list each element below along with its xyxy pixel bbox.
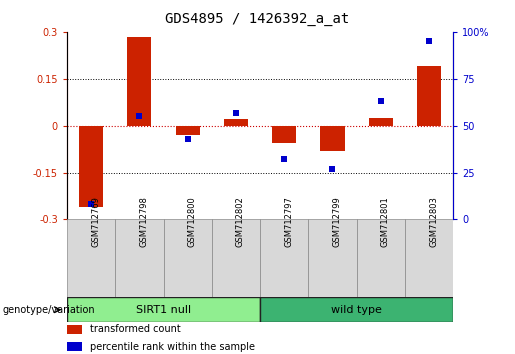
Bar [405, 219, 453, 297]
Text: transformed count: transformed count [90, 325, 181, 335]
Point [87, 202, 95, 207]
Bar [67, 297, 260, 322]
Text: percentile rank within the sample: percentile rank within the sample [90, 342, 255, 352]
Bar [320, 126, 345, 151]
Bar [308, 219, 356, 297]
Bar [417, 66, 441, 126]
Bar [67, 325, 82, 334]
Bar [369, 118, 393, 126]
Text: GSM712797: GSM712797 [284, 196, 293, 247]
Text: GDS4895 / 1426392_a_at: GDS4895 / 1426392_a_at [165, 12, 350, 27]
Text: GSM712802: GSM712802 [236, 196, 245, 247]
Text: GSM712801: GSM712801 [381, 196, 390, 247]
Text: GSM712798: GSM712798 [140, 196, 148, 247]
Text: genotype/variation: genotype/variation [3, 305, 95, 315]
Bar [176, 126, 200, 135]
Text: GSM712803: GSM712803 [429, 196, 438, 247]
Bar [115, 219, 163, 297]
Point [183, 136, 192, 142]
Bar [79, 126, 103, 207]
Point [376, 98, 385, 104]
Bar [272, 126, 296, 143]
Bar [224, 119, 248, 126]
Point [329, 166, 337, 172]
Point [135, 113, 144, 119]
Bar [163, 219, 212, 297]
Text: GSM712769: GSM712769 [91, 196, 100, 247]
Point [280, 156, 288, 162]
Bar [67, 342, 82, 352]
Point [425, 38, 433, 44]
Text: GSM712799: GSM712799 [333, 196, 341, 247]
Bar [212, 219, 260, 297]
Bar [127, 36, 151, 126]
Bar [356, 219, 405, 297]
Text: SIRT1 null: SIRT1 null [136, 305, 191, 315]
Bar [260, 297, 453, 322]
Text: GSM712800: GSM712800 [187, 196, 197, 247]
Bar [260, 219, 308, 297]
Point [232, 110, 240, 115]
Bar [67, 219, 115, 297]
Text: wild type: wild type [331, 305, 382, 315]
